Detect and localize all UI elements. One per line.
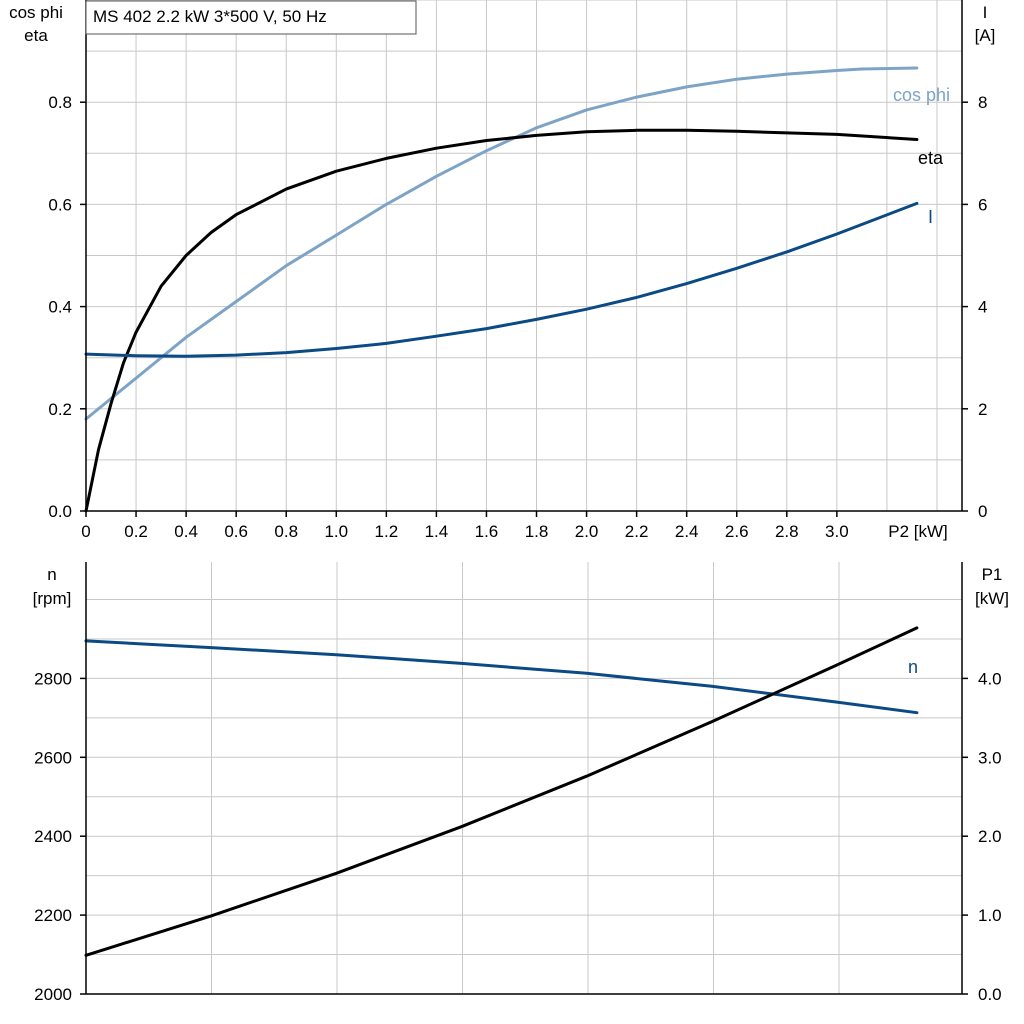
y-left-label-cosphi: cos phi (9, 3, 63, 22)
y-left-tick-label: 0.6 (48, 195, 72, 214)
top-axes (85, 0, 963, 512)
y-right-label-unit-kw: [kW] (975, 589, 1009, 608)
y-left-tick-label: 0.2 (48, 400, 72, 419)
top-title-box: MS 402 2.2 kW 3*500 V, 50 Hz (85, 0, 417, 35)
bottom-series-group (84, 626, 919, 957)
y-right-tick-label: 0.0 (978, 985, 1002, 1004)
y-right-tick-label: 4 (978, 298, 987, 317)
series-line-n (84, 639, 919, 715)
x-tick-label: 2.4 (675, 522, 699, 541)
x-tick-label: 1.2 (375, 522, 399, 541)
y-right-tick-label: 8 (978, 93, 987, 112)
x-tick-label: 2.8 (775, 522, 799, 541)
y-left-label-eta: eta (24, 26, 48, 45)
x-tick-label: 2.2 (625, 522, 649, 541)
x-tick-label: 1.6 (475, 522, 499, 541)
y-left-tick-label: 0.0 (48, 502, 72, 521)
x-tick-label: 0.4 (174, 522, 198, 541)
bottom-axes (85, 562, 963, 995)
x-tick-label: 1.0 (324, 522, 348, 541)
title-box-frame (85, 0, 417, 35)
x-tick-label: 0 (81, 522, 90, 541)
bottom-grid (86, 562, 962, 994)
x-tick-label: 0.2 (124, 522, 148, 541)
x-tick-label: 0.8 (274, 522, 298, 541)
y-right-label-p1: P1 (982, 565, 1003, 584)
x-tick-label: 2.6 (725, 522, 749, 541)
bottom-tick-labels: 2000 2200 2400 2600 2800 0.0 1.0 2.0 3.0 4.0 (34, 669, 1001, 1004)
y-right-tick-label: 0 (978, 502, 987, 521)
y-right-label-i: I (983, 3, 988, 22)
series-label-i: I (928, 207, 933, 227)
x-tick-label: 1.8 (525, 522, 549, 541)
series-line-p1 (84, 626, 919, 957)
top-tick-labels: 0 0.2 0.4 0.6 0.8 1.0 1.2 1.4 1.6 1.8 2.0 2.2 2.4 2.6… (48, 93, 987, 541)
x-axis-label: P2 [kW] (888, 522, 948, 541)
x-tick-label: 2.0 (575, 522, 599, 541)
y-right-tick-label: 6 (978, 195, 987, 214)
chart-title: MS 402 2.2 kW 3*500 V, 50 Hz (93, 7, 327, 26)
top-grid (86, 0, 962, 511)
y-left-tick-label: 2800 (34, 669, 72, 688)
y-left-label-n: n (47, 565, 56, 584)
y-left-tick-label: 2200 (34, 906, 72, 925)
y-right-label-unit-a: [A] (975, 26, 996, 45)
y-left-tick-label: 0.4 (48, 298, 72, 317)
series-line-cosphi (84, 66, 919, 421)
y-right-tick-label: 1.0 (978, 906, 1002, 925)
series-line-eta (84, 128, 919, 513)
y-right-tick-label: 4.0 (978, 669, 1002, 688)
y-right-tick-label: 2.0 (978, 827, 1002, 846)
series-line-i (84, 201, 919, 358)
x-tick-label: 0.6 (224, 522, 248, 541)
top-series-group (84, 66, 919, 513)
y-left-tick-label: 2400 (34, 827, 72, 846)
y-left-tick-label: 0.8 (48, 93, 72, 112)
x-tick-label: 3.0 (825, 522, 849, 541)
y-right-tick-label: 3.0 (978, 748, 1002, 767)
y-left-tick-label: 2000 (34, 985, 72, 1004)
y-right-tick-label: 2 (978, 400, 987, 419)
series-label-n: n (908, 657, 918, 677)
series-label-eta: eta (918, 148, 944, 168)
series-label-cosphi: cos phi (893, 85, 950, 105)
y-left-tick-label: 2600 (34, 748, 72, 767)
y-left-label-unit-rpm: [rpm] (33, 589, 72, 608)
x-tick-label: 1.4 (425, 522, 449, 541)
